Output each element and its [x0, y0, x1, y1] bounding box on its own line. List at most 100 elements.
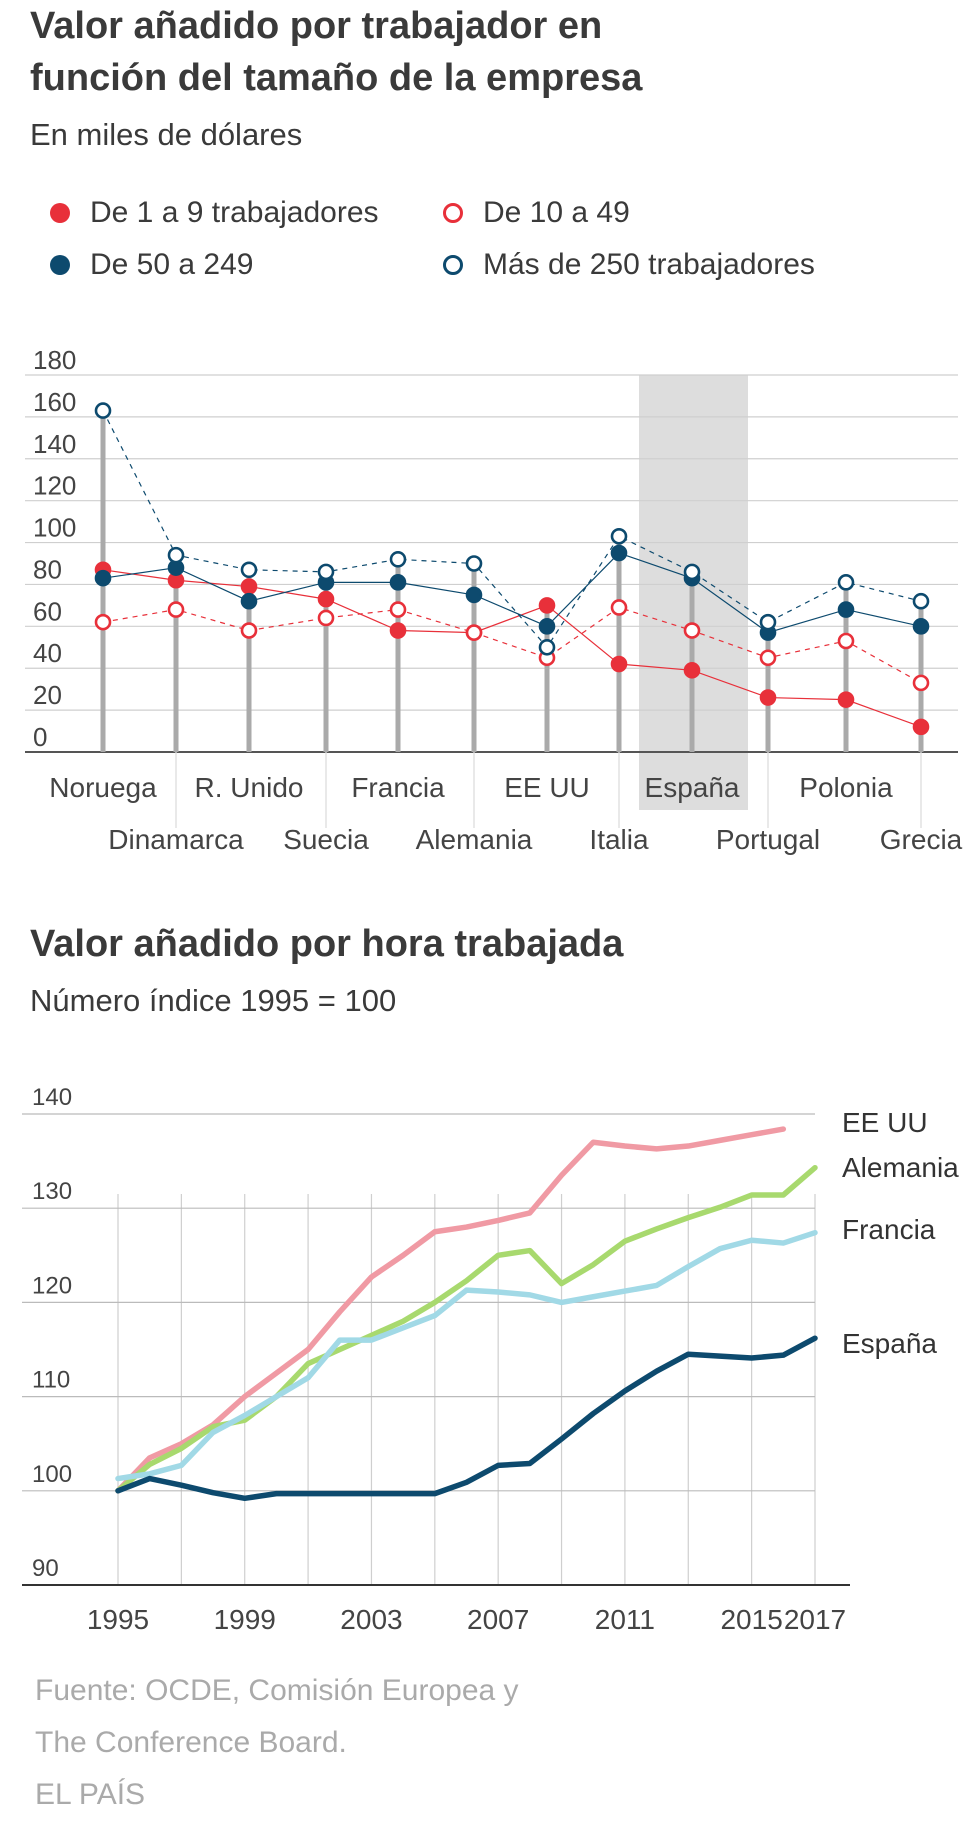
series-end-label: España: [842, 1328, 937, 1359]
chart1-title-line2: función del tamaño de la empresa: [30, 57, 643, 99]
x-tick-label: 2007: [467, 1604, 529, 1635]
x-tick-label: 1995: [87, 1604, 149, 1635]
legend-item-1-9: De 1 a 9 trabajadores: [50, 196, 379, 230]
legend-marker-filled-red-icon: [50, 203, 70, 223]
dot-10-49: [465, 624, 483, 641]
y-tick-label: 100: [32, 1461, 72, 1488]
dot-250-plus: [317, 563, 335, 581]
legend-marker-filled-blue-icon: [50, 255, 70, 275]
dot-250-plus: [240, 561, 258, 579]
series-line: [102, 552, 922, 634]
y-tick-label: 40: [33, 638, 62, 668]
y-tick-label: 120: [33, 471, 76, 501]
legend-item-250-plus: Más de 250 trabajadores: [443, 248, 815, 282]
legend-label: De 1 a 9 trabajadores: [90, 196, 379, 229]
series-line-alemania: [115, 1164, 818, 1494]
dot-250-plus: [167, 546, 185, 564]
dot-10-49: [837, 632, 855, 650]
series-end-label: EE UU: [842, 1107, 928, 1138]
y-tick-label: 0: [33, 722, 47, 752]
dot-10-49: [94, 613, 112, 631]
chart2-subtitle: Número índice 1995 = 100: [30, 983, 397, 1018]
y-tick-label: 140: [32, 1084, 72, 1111]
dot-250-plus: [389, 551, 407, 568]
x-tick-label: 1999: [214, 1604, 276, 1635]
dot-50-249: [389, 574, 407, 591]
dot-250-plus: [465, 555, 483, 572]
dot-250-plus: [610, 527, 628, 545]
y-tick-label: 160: [33, 387, 76, 417]
y-tick-label: 60: [33, 596, 62, 626]
dot-1-9: [759, 689, 777, 706]
category-label: Grecia: [880, 824, 963, 855]
x-tick-label: 2017: [784, 1604, 846, 1635]
y-tick-label: 120: [32, 1272, 72, 1299]
chart1-subtitle: En miles de dólares: [30, 117, 303, 152]
chart1-title-line1: Valor añadido por trabajador en: [30, 5, 603, 47]
dot-10-49: [389, 601, 407, 618]
source-line-1: Fuente: OCDE, Comisión Europea y: [35, 1674, 519, 1707]
legend-item-50-249: De 50 a 249: [50, 248, 253, 282]
dot-10-49: [759, 649, 777, 667]
dot-250-plus: [683, 563, 701, 581]
chart2-title: Valor añadido por hora trabajada: [30, 923, 624, 965]
chart1-legend: De 1 a 9 trabajadores De 10 a 49 De 50 a…: [50, 192, 930, 292]
dot-10-49: [167, 601, 185, 618]
chart2-plot: 90 100 110 120 130 140 1995 1999 2003 2007 2011 201…: [22, 1084, 959, 1635]
source-note: Fuente: OCDE, Comisión Europea y The Con…: [35, 1665, 519, 1821]
legend-marker-hollow-red-icon: [443, 203, 463, 223]
dot-50-249: [94, 569, 112, 587]
dot-50-249: [465, 586, 483, 604]
category-label: Noruega: [49, 772, 157, 803]
x-tick-label: 2003: [340, 1604, 402, 1635]
category-label: R. Unido: [195, 772, 304, 803]
category-label: Portugal: [716, 824, 820, 855]
dot-1-9: [837, 691, 855, 708]
dot-250-plus: [94, 402, 112, 419]
dot-10-49: [240, 622, 258, 639]
dot-50-249: [837, 601, 855, 618]
dot-50-249: [912, 618, 930, 635]
category-label: EE UU: [504, 772, 590, 803]
legend-label: De 10 a 49: [483, 196, 630, 229]
category-label: Polonia: [799, 772, 893, 803]
dot-1-9: [317, 590, 335, 608]
dot-1-9: [538, 597, 556, 614]
dot-250-plus: [837, 574, 855, 591]
y-tick-label: 100: [33, 513, 76, 543]
series-line: [102, 410, 922, 649]
series-line: [102, 569, 922, 728]
y-tick-label: 180: [33, 345, 76, 375]
source-line-2: The Conference Board.: [35, 1726, 347, 1759]
y-tick-label: 110: [32, 1367, 70, 1394]
y-tick-label: 80: [33, 554, 62, 584]
category-label: España: [645, 772, 740, 803]
chart1-title: Valor añadido por trabajador en función …: [30, 0, 642, 104]
x-tick-label: 2011: [595, 1604, 655, 1635]
series-line-francia: [115, 1229, 818, 1482]
legend-marker-hollow-blue-icon: [443, 255, 463, 275]
series-end-label: Francia: [842, 1214, 936, 1245]
dot-10-49: [912, 674, 930, 692]
dot-250-plus: [538, 638, 556, 656]
legend-label: De 50 a 249: [90, 248, 254, 281]
category-label: Alemania: [416, 824, 533, 855]
dot-10-49: [610, 599, 628, 616]
x-tick-label: 2015: [720, 1604, 782, 1635]
dot-1-9: [912, 718, 930, 736]
y-tick-label: 20: [33, 680, 62, 710]
dot-1-9: [683, 662, 701, 679]
dot-1-9: [240, 578, 258, 595]
y-tick-label: 90: [32, 1555, 59, 1582]
dot-50-249: [240, 592, 258, 610]
category-label: Italia: [589, 824, 649, 855]
y-tick-label: 130: [32, 1178, 72, 1205]
series-line-españa: [115, 1335, 818, 1502]
category-label: Dinamarca: [108, 824, 244, 855]
dot-250-plus: [759, 613, 777, 631]
dot-50-249: [538, 618, 556, 635]
legend-item-10-49: De 10 a 49: [443, 196, 630, 230]
series-end-label: Alemania: [842, 1152, 959, 1183]
dot-50-249: [610, 544, 628, 562]
legend-label: Más de 250 trabajadores: [483, 248, 815, 281]
